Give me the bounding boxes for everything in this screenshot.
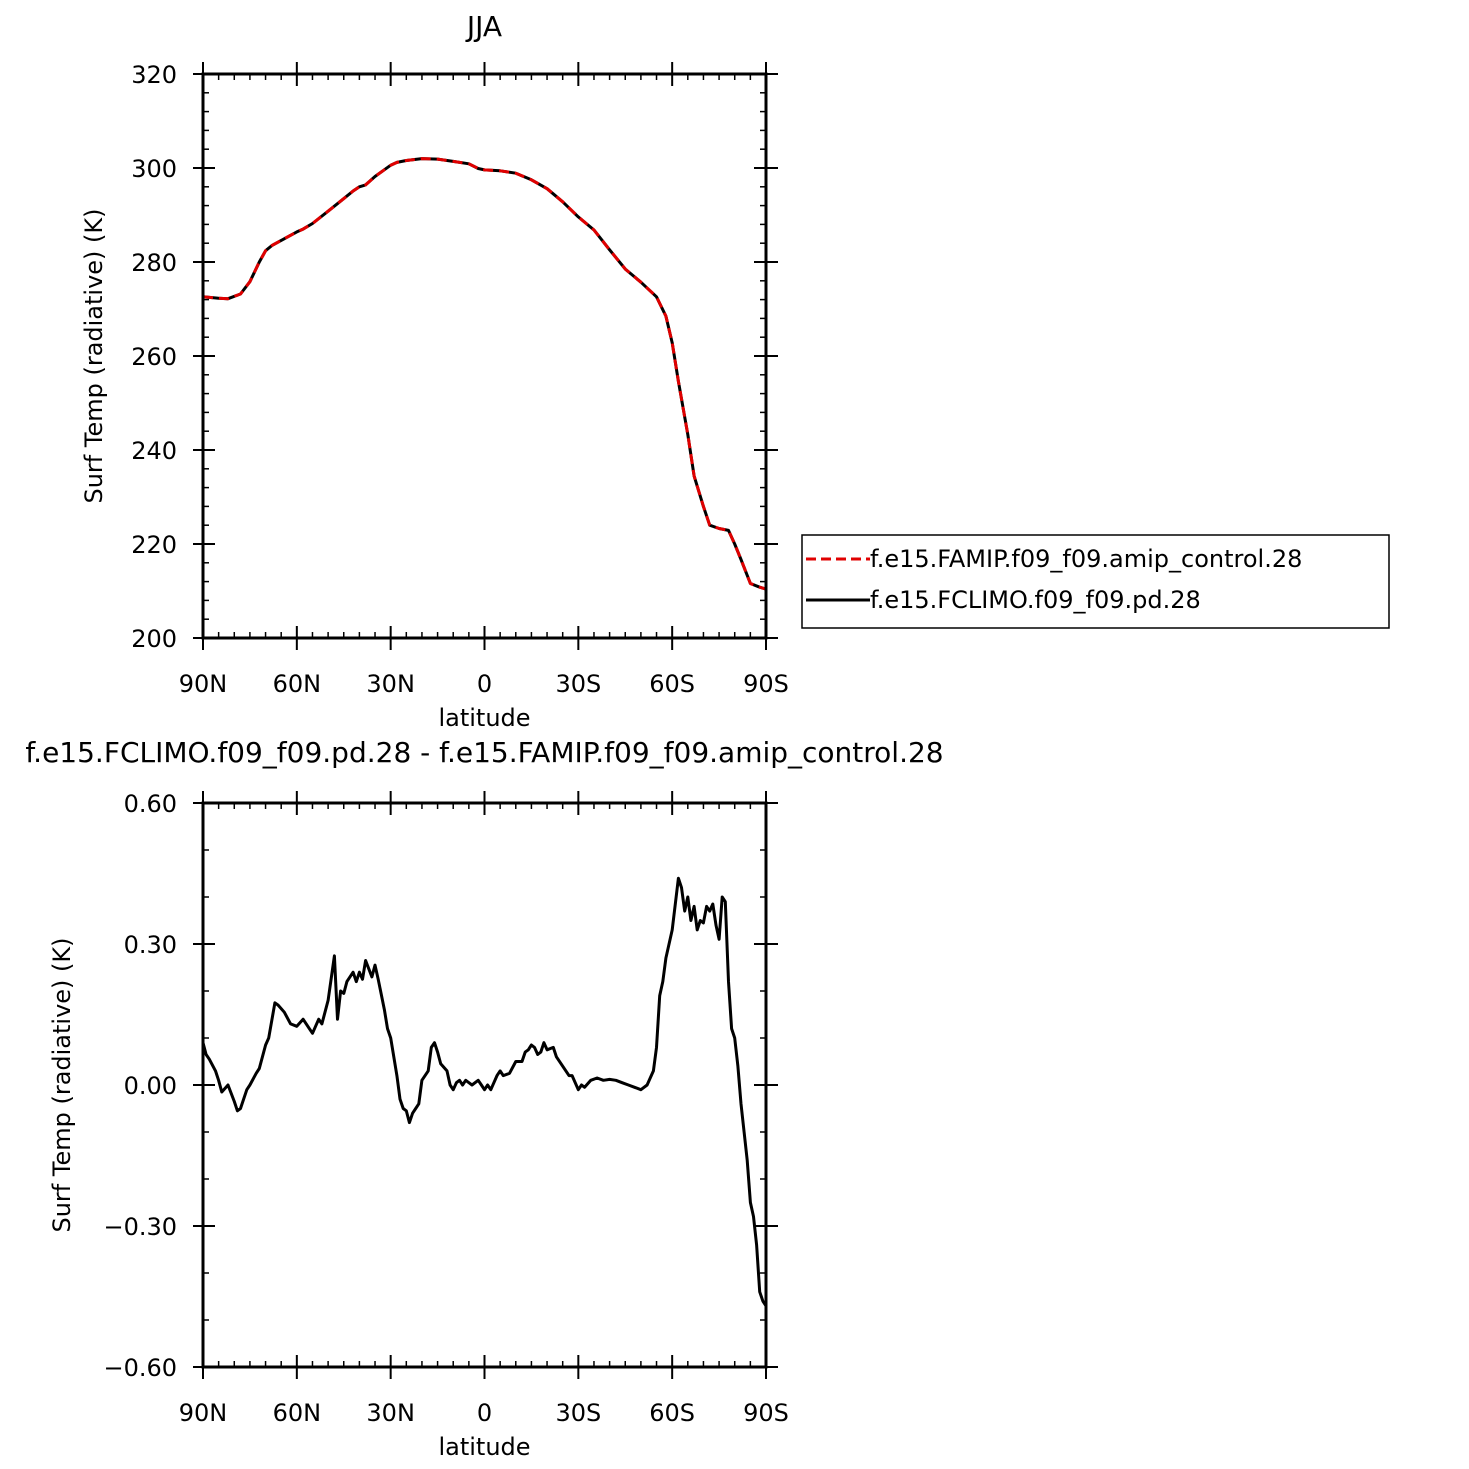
legend: f.e15.FAMIP.f09_f09.amip_control.28 f.e1… bbox=[801, 534, 1390, 629]
bottom-y-tick-label: 0.00 bbox=[124, 1072, 177, 1100]
bottom-x-tick-label: 30N bbox=[366, 1399, 415, 1427]
bottom-y-tick-label: −0.30 bbox=[103, 1213, 177, 1241]
top-y-tick-label: 200 bbox=[131, 625, 177, 653]
bottom-x-tick-label: 60N bbox=[273, 1399, 322, 1427]
bottom-series-layer bbox=[203, 876, 766, 1307]
top-y-tick-labels: 200 220 240 260 280 300 320 bbox=[131, 61, 177, 653]
top-x-tick-label: 30N bbox=[366, 670, 415, 698]
bottom-x-tick-label: 30S bbox=[555, 1399, 601, 1427]
top-x-tick-label: 30S bbox=[555, 670, 601, 698]
bottom-y-axis-label: Surf Temp (radiative) (K) bbox=[48, 937, 76, 1232]
top-series-line-amip bbox=[203, 157, 766, 591]
legend-label-climo: f.e15.FCLIMO.f09_f09.pd.28 bbox=[870, 586, 1201, 614]
top-y-tick-label: 240 bbox=[131, 437, 177, 465]
bottom-x-tick-label: 60S bbox=[649, 1399, 695, 1427]
bottom-plot-title: f.e15.FCLIMO.f09_f09.pd.28 - f.e15.FAMIP… bbox=[25, 736, 943, 769]
top-y-tick-label: 300 bbox=[131, 155, 177, 183]
bottom-axis-ticks bbox=[193, 791, 778, 1379]
bottom-x-tick-label: 0 bbox=[477, 1399, 492, 1427]
legend-label-amip: f.e15.FAMIP.f09_f09.amip_control.28 bbox=[870, 545, 1302, 573]
top-y-tick-label: 280 bbox=[131, 249, 177, 277]
top-series-line-climo bbox=[203, 157, 766, 591]
top-y-tick-label: 220 bbox=[131, 531, 177, 559]
top-x-tick-label: 60N bbox=[273, 670, 322, 698]
top-x-tick-label: 0 bbox=[477, 670, 492, 698]
top-plot-panel: JJA 200 220 240 260 280 300 320 90N 60N 30N 0 30S 6… bbox=[80, 10, 789, 732]
bottom-y-tick-label: −0.60 bbox=[103, 1354, 177, 1382]
bottom-x-tick-labels: 90N 60N 30N 0 30S 60S 90S bbox=[179, 1399, 789, 1427]
bottom-plot-panel: f.e15.FCLIMO.f09_f09.pd.28 - f.e15.FAMIP… bbox=[25, 736, 943, 1461]
top-series-layer bbox=[203, 157, 766, 591]
top-plot-title: JJA bbox=[465, 10, 502, 43]
top-y-tick-label: 320 bbox=[131, 61, 177, 89]
bottom-y-tick-label: 0.30 bbox=[124, 931, 177, 959]
bottom-plot-area bbox=[193, 791, 778, 1379]
bottom-x-tick-label: 90S bbox=[743, 1399, 789, 1427]
top-x-axis-label: latitude bbox=[438, 704, 530, 732]
top-plot-area bbox=[193, 62, 778, 650]
bottom-y-tick-label: 0.60 bbox=[124, 790, 177, 818]
top-x-tick-labels: 90N 60N 30N 0 30S 60S 90S bbox=[179, 670, 789, 698]
top-y-axis-label: Surf Temp (radiative) (K) bbox=[80, 208, 108, 503]
top-x-tick-label: 90S bbox=[743, 670, 789, 698]
top-axis-ticks bbox=[193, 62, 778, 650]
bottom-x-tick-label: 90N bbox=[179, 1399, 228, 1427]
top-plot-frame bbox=[201, 72, 768, 640]
bottom-series-line-climo bbox=[203, 876, 766, 1307]
top-x-tick-label: 90N bbox=[179, 670, 228, 698]
bottom-y-tick-labels: −0.60 −0.30 0.00 0.30 0.60 bbox=[103, 790, 177, 1382]
bottom-x-axis-label: latitude bbox=[438, 1433, 530, 1461]
top-x-tick-label: 60S bbox=[649, 670, 695, 698]
legend-box bbox=[801, 534, 1390, 629]
top-y-tick-label: 260 bbox=[131, 343, 177, 371]
